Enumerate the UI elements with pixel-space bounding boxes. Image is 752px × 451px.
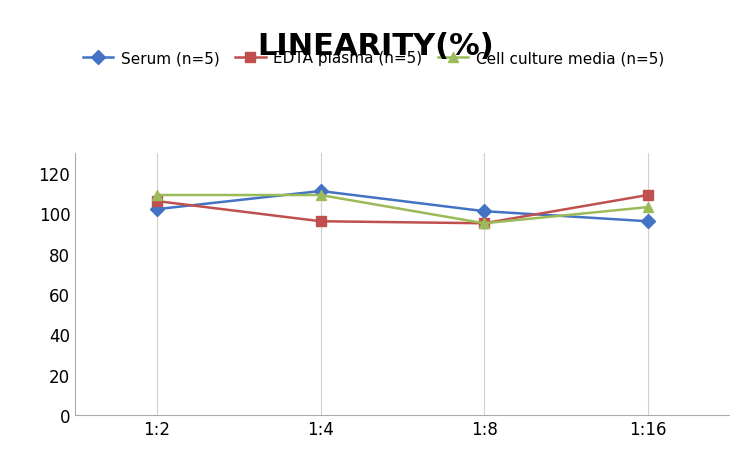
Line: Cell culture media (n=5): Cell culture media (n=5)	[152, 191, 653, 229]
Cell culture media (n=5)	[153, 193, 162, 198]
Serum (n=5)	[316, 189, 325, 194]
Line: EDTA plasma (n=5): EDTA plasma (n=5)	[152, 191, 653, 229]
EDTA plasma (n=5)	[316, 219, 325, 225]
EDTA plasma (n=5)	[643, 193, 652, 198]
Serum (n=5)	[643, 219, 652, 225]
Serum (n=5)	[480, 209, 489, 214]
Cell culture media (n=5)	[643, 205, 652, 210]
EDTA plasma (n=5)	[480, 221, 489, 226]
Text: LINEARITY(%): LINEARITY(%)	[258, 32, 494, 60]
Line: Serum (n=5): Serum (n=5)	[152, 187, 653, 226]
EDTA plasma (n=5)	[153, 199, 162, 204]
Legend: Serum (n=5), EDTA plasma (n=5), Cell culture media (n=5): Serum (n=5), EDTA plasma (n=5), Cell cul…	[83, 51, 664, 66]
Serum (n=5)	[153, 207, 162, 212]
Cell culture media (n=5)	[480, 221, 489, 226]
Cell culture media (n=5)	[316, 193, 325, 198]
